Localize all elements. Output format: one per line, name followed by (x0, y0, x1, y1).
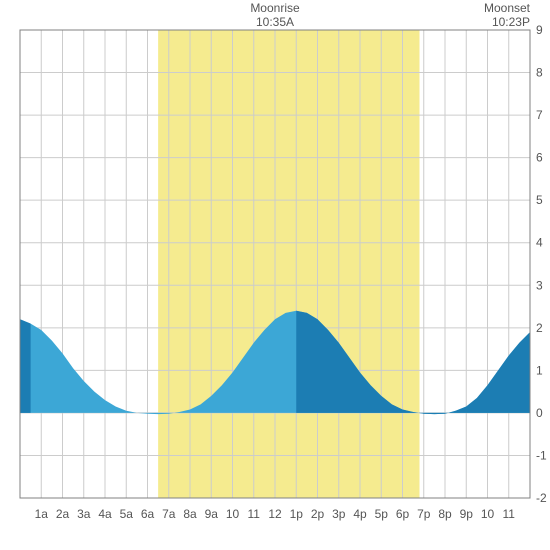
x-tick-label: 2a (56, 507, 70, 521)
x-tick-label: 4a (98, 507, 112, 521)
y-tick-label: 4 (536, 236, 543, 250)
y-tick-label: -1 (536, 448, 547, 462)
x-tick-label: 1p (290, 507, 304, 521)
x-tick-label: 12 (268, 507, 282, 521)
x-tick-label: 7a (162, 507, 176, 521)
x-tick-label: 3a (77, 507, 91, 521)
y-tick-label: 8 (536, 66, 543, 80)
y-tick-label: 7 (536, 108, 543, 122)
x-tick-label: 7p (417, 507, 431, 521)
x-tick-label: 8a (183, 507, 197, 521)
y-tick-label: 1 (536, 363, 543, 377)
x-tick-label: 3p (332, 507, 346, 521)
x-tick-label: 1a (35, 507, 49, 521)
tide-chart: -2-101234567891a2a3a4a5a6a7a8a9a1011121p… (0, 0, 550, 550)
y-tick-label: 6 (536, 151, 543, 165)
x-tick-label: 4p (353, 507, 367, 521)
chart-svg: -2-101234567891a2a3a4a5a6a7a8a9a1011121p… (0, 0, 550, 550)
x-tick-label: 9a (205, 507, 219, 521)
moonset-label: Moonset (484, 1, 531, 15)
x-tick-label: 11 (503, 507, 516, 521)
x-tick-label: 11 (248, 507, 261, 521)
x-tick-label: 5a (120, 507, 134, 521)
moonrise-label: Moonrise (250, 1, 300, 15)
y-tick-label: 3 (536, 278, 543, 292)
y-tick-label: 5 (536, 193, 543, 207)
x-tick-label: 10 (481, 507, 495, 521)
x-tick-label: 6a (141, 507, 155, 521)
y-tick-label: 2 (536, 321, 543, 335)
x-tick-label: 6p (396, 507, 410, 521)
x-tick-label: 9p (460, 507, 474, 521)
moonrise-time: 10:35A (256, 15, 294, 29)
y-tick-label: 0 (536, 406, 543, 420)
y-tick-label: -2 (536, 491, 547, 505)
y-tick-label: 9 (536, 23, 543, 37)
x-tick-label: 10 (226, 507, 240, 521)
x-tick-label: 2p (311, 507, 325, 521)
moonset-time: 10:23P (492, 15, 530, 29)
x-tick-label: 5p (375, 507, 389, 521)
x-tick-label: 8p (438, 507, 452, 521)
